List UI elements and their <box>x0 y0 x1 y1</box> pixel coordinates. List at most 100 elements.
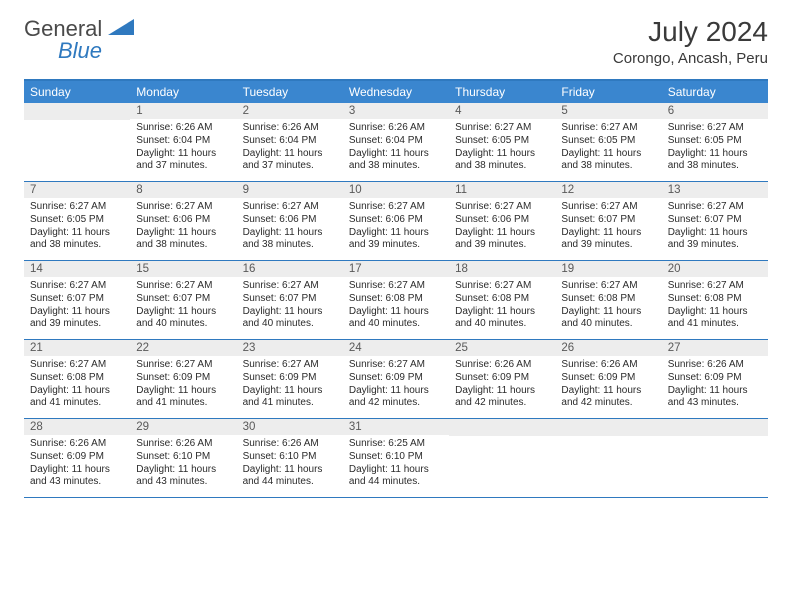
day-number: 16 <box>237 261 343 277</box>
day-cell: 29Sunrise: 6:26 AMSunset: 6:10 PMDayligh… <box>130 419 236 497</box>
day-data: Sunrise: 6:27 AMSunset: 6:05 PMDaylight:… <box>24 198 130 256</box>
day-number: 17 <box>343 261 449 277</box>
day-data: Sunrise: 6:26 AMSunset: 6:09 PMDaylight:… <box>449 356 555 414</box>
day-number: 1 <box>130 103 236 119</box>
day-cell: 31Sunrise: 6:25 AMSunset: 6:10 PMDayligh… <box>343 419 449 497</box>
day-cell: 3Sunrise: 6:26 AMSunset: 6:04 PMDaylight… <box>343 103 449 181</box>
day-cell: 4Sunrise: 6:27 AMSunset: 6:05 PMDaylight… <box>449 103 555 181</box>
day-cell: 2Sunrise: 6:26 AMSunset: 6:04 PMDaylight… <box>237 103 343 181</box>
day-data: Sunrise: 6:27 AMSunset: 6:07 PMDaylight:… <box>24 277 130 335</box>
day-number: 25 <box>449 340 555 356</box>
day-number: 11 <box>449 182 555 198</box>
day-number <box>555 419 661 436</box>
day-data: Sunrise: 6:27 AMSunset: 6:08 PMDaylight:… <box>24 356 130 414</box>
week-row: 28Sunrise: 6:26 AMSunset: 6:09 PMDayligh… <box>24 419 768 498</box>
day-number: 19 <box>555 261 661 277</box>
day-data: Sunrise: 6:27 AMSunset: 6:06 PMDaylight:… <box>343 198 449 256</box>
day-data: Sunrise: 6:26 AMSunset: 6:04 PMDaylight:… <box>130 119 236 177</box>
day-cell: 30Sunrise: 6:26 AMSunset: 6:10 PMDayligh… <box>237 419 343 497</box>
day-cell: 7Sunrise: 6:27 AMSunset: 6:05 PMDaylight… <box>24 182 130 260</box>
day-number: 7 <box>24 182 130 198</box>
day-data: Sunrise: 6:27 AMSunset: 6:08 PMDaylight:… <box>343 277 449 335</box>
day-number: 13 <box>662 182 768 198</box>
day-cell: 10Sunrise: 6:27 AMSunset: 6:06 PMDayligh… <box>343 182 449 260</box>
day-header-row: SundayMondayTuesdayWednesdayThursdayFrid… <box>24 81 768 103</box>
day-data: Sunrise: 6:27 AMSunset: 6:09 PMDaylight:… <box>343 356 449 414</box>
day-cell: 24Sunrise: 6:27 AMSunset: 6:09 PMDayligh… <box>343 340 449 418</box>
day-data: Sunrise: 6:26 AMSunset: 6:09 PMDaylight:… <box>555 356 661 414</box>
day-number: 5 <box>555 103 661 119</box>
day-data: Sunrise: 6:27 AMSunset: 6:08 PMDaylight:… <box>662 277 768 335</box>
day-data: Sunrise: 6:27 AMSunset: 6:06 PMDaylight:… <box>449 198 555 256</box>
header: General Blue July 2024 Corongo, Ancash, … <box>0 0 792 73</box>
location: Corongo, Ancash, Peru <box>613 50 768 67</box>
day-number: 20 <box>662 261 768 277</box>
day-cell: 20Sunrise: 6:27 AMSunset: 6:08 PMDayligh… <box>662 261 768 339</box>
day-header: Friday <box>555 81 661 103</box>
day-cell: 16Sunrise: 6:27 AMSunset: 6:07 PMDayligh… <box>237 261 343 339</box>
week-row: 21Sunrise: 6:27 AMSunset: 6:08 PMDayligh… <box>24 340 768 419</box>
logo-triangle-icon <box>108 17 134 35</box>
day-cell: 1Sunrise: 6:26 AMSunset: 6:04 PMDaylight… <box>130 103 236 181</box>
logo-text-blue: Blue <box>58 38 102 63</box>
day-cell: 9Sunrise: 6:27 AMSunset: 6:06 PMDaylight… <box>237 182 343 260</box>
day-data: Sunrise: 6:27 AMSunset: 6:07 PMDaylight:… <box>555 198 661 256</box>
day-number: 8 <box>130 182 236 198</box>
day-number <box>449 419 555 436</box>
day-data: Sunrise: 6:27 AMSunset: 6:07 PMDaylight:… <box>237 277 343 335</box>
day-number: 29 <box>130 419 236 435</box>
day-cell: 6Sunrise: 6:27 AMSunset: 6:05 PMDaylight… <box>662 103 768 181</box>
day-data: Sunrise: 6:27 AMSunset: 6:09 PMDaylight:… <box>237 356 343 414</box>
day-data: Sunrise: 6:26 AMSunset: 6:10 PMDaylight:… <box>237 435 343 493</box>
day-number: 28 <box>24 419 130 435</box>
week-row: 14Sunrise: 6:27 AMSunset: 6:07 PMDayligh… <box>24 261 768 340</box>
day-number: 27 <box>662 340 768 356</box>
day-number: 30 <box>237 419 343 435</box>
day-data: Sunrise: 6:27 AMSunset: 6:06 PMDaylight:… <box>237 198 343 256</box>
day-number: 31 <box>343 419 449 435</box>
day-number: 9 <box>237 182 343 198</box>
day-number: 10 <box>343 182 449 198</box>
day-number: 21 <box>24 340 130 356</box>
day-data: Sunrise: 6:27 AMSunset: 6:05 PMDaylight:… <box>449 119 555 177</box>
day-cell <box>449 419 555 497</box>
day-number: 14 <box>24 261 130 277</box>
day-header: Tuesday <box>237 81 343 103</box>
day-cell <box>24 103 130 181</box>
day-cell <box>555 419 661 497</box>
day-cell: 25Sunrise: 6:26 AMSunset: 6:09 PMDayligh… <box>449 340 555 418</box>
day-cell: 5Sunrise: 6:27 AMSunset: 6:05 PMDaylight… <box>555 103 661 181</box>
day-number <box>24 103 130 120</box>
day-number: 15 <box>130 261 236 277</box>
day-data: Sunrise: 6:26 AMSunset: 6:04 PMDaylight:… <box>343 119 449 177</box>
day-number: 2 <box>237 103 343 119</box>
day-cell: 8Sunrise: 6:27 AMSunset: 6:06 PMDaylight… <box>130 182 236 260</box>
day-data: Sunrise: 6:27 AMSunset: 6:09 PMDaylight:… <box>130 356 236 414</box>
logo: General Blue <box>24 16 134 42</box>
day-data: Sunrise: 6:26 AMSunset: 6:09 PMDaylight:… <box>24 435 130 493</box>
day-header: Monday <box>130 81 236 103</box>
day-data: Sunrise: 6:26 AMSunset: 6:10 PMDaylight:… <box>130 435 236 493</box>
day-cell: 23Sunrise: 6:27 AMSunset: 6:09 PMDayligh… <box>237 340 343 418</box>
title-block: July 2024 Corongo, Ancash, Peru <box>613 16 768 67</box>
day-number: 22 <box>130 340 236 356</box>
day-number: 23 <box>237 340 343 356</box>
day-cell: 26Sunrise: 6:26 AMSunset: 6:09 PMDayligh… <box>555 340 661 418</box>
day-cell <box>662 419 768 497</box>
day-number: 18 <box>449 261 555 277</box>
day-cell: 17Sunrise: 6:27 AMSunset: 6:08 PMDayligh… <box>343 261 449 339</box>
day-data: Sunrise: 6:27 AMSunset: 6:06 PMDaylight:… <box>130 198 236 256</box>
day-number: 6 <box>662 103 768 119</box>
week-row: 1Sunrise: 6:26 AMSunset: 6:04 PMDaylight… <box>24 103 768 182</box>
day-cell: 27Sunrise: 6:26 AMSunset: 6:09 PMDayligh… <box>662 340 768 418</box>
day-cell: 19Sunrise: 6:27 AMSunset: 6:08 PMDayligh… <box>555 261 661 339</box>
calendar: SundayMondayTuesdayWednesdayThursdayFrid… <box>24 79 768 498</box>
day-data: Sunrise: 6:27 AMSunset: 6:05 PMDaylight:… <box>555 119 661 177</box>
day-data: Sunrise: 6:26 AMSunset: 6:04 PMDaylight:… <box>237 119 343 177</box>
day-cell: 12Sunrise: 6:27 AMSunset: 6:07 PMDayligh… <box>555 182 661 260</box>
day-header: Saturday <box>662 81 768 103</box>
day-header: Sunday <box>24 81 130 103</box>
day-cell: 21Sunrise: 6:27 AMSunset: 6:08 PMDayligh… <box>24 340 130 418</box>
day-number: 3 <box>343 103 449 119</box>
day-data: Sunrise: 6:27 AMSunset: 6:05 PMDaylight:… <box>662 119 768 177</box>
